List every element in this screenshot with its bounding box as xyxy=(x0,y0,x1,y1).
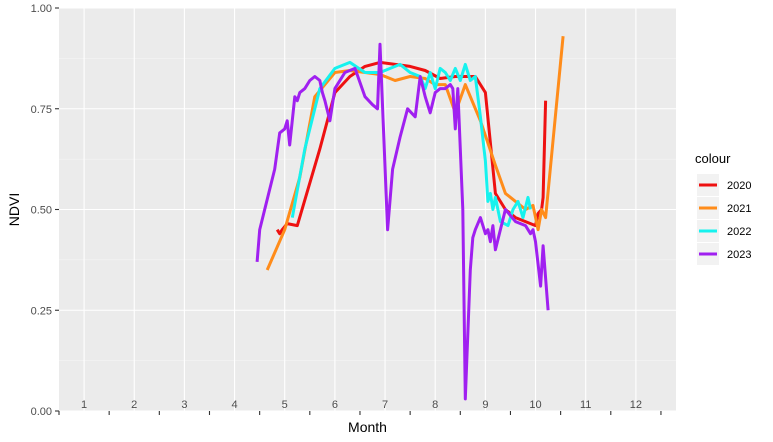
legend-label-2022: 2022 xyxy=(727,226,751,238)
x-axis xyxy=(58,411,662,415)
series-line-2021 xyxy=(265,36,565,271)
legend-label-2020: 2020 xyxy=(727,180,751,192)
grid-minor xyxy=(59,58,676,361)
month-label: 10 xyxy=(529,399,541,411)
y-tick-label: 0.25 xyxy=(31,305,52,317)
series-line-2020 xyxy=(275,60,548,236)
x-axis-title: Month xyxy=(348,419,387,435)
month-label: 9 xyxy=(482,399,488,411)
legend-title: colour xyxy=(695,151,731,166)
y-axis: 0.00 0.25 0.50 0.75 1.00 xyxy=(31,3,59,418)
month-label: 11 xyxy=(580,399,591,411)
month-label: 5 xyxy=(282,399,288,411)
y-axis-title: NDVI xyxy=(6,193,22,226)
y-tick-label: 0.75 xyxy=(31,104,52,116)
month-label: 1 xyxy=(81,399,87,411)
month-label: 8 xyxy=(432,399,438,411)
month-label: 7 xyxy=(382,399,388,411)
month-label: 2 xyxy=(131,399,137,411)
legend: colour 2020 2021 2022 2023 xyxy=(695,151,751,265)
month-label: 12 xyxy=(630,399,642,411)
y-tick-label: 0.00 xyxy=(31,406,52,418)
legend-label-2021: 2021 xyxy=(727,203,751,215)
month-label: 6 xyxy=(332,399,338,411)
y-tick-label: 1.00 xyxy=(31,3,52,15)
grid-major xyxy=(59,7,676,412)
legend-label-2023: 2023 xyxy=(727,249,751,261)
series-line-2023 xyxy=(255,42,550,401)
series-layer xyxy=(255,36,565,401)
month-labels: 1 2 3 4 5 6 7 8 9 10 11 12 xyxy=(81,399,642,411)
month-label: 4 xyxy=(232,399,238,411)
month-label: 3 xyxy=(181,399,187,411)
y-tick-label: 0.50 xyxy=(31,205,52,217)
